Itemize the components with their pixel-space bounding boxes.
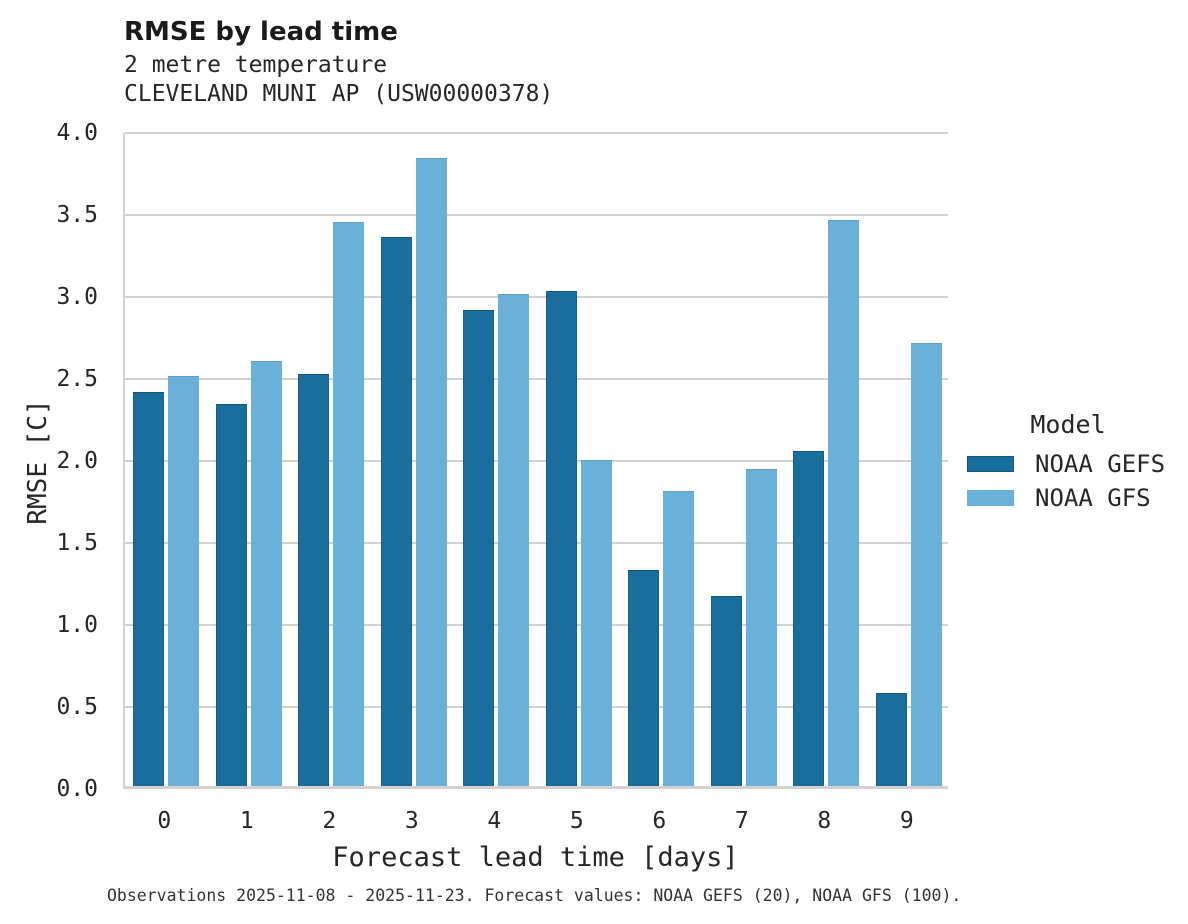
gridline-y-0.5 [125, 706, 948, 708]
x-tick-label-9: 9 [899, 808, 914, 834]
y-tick-label-1.0: 1.0 [56, 612, 98, 638]
x-axis-title: Forecast lead time [days] [332, 842, 739, 873]
legend-entry-noaa-gfs: NOAA GFS [955, 481, 1181, 515]
y-tick-label-2.0: 2.0 [56, 448, 98, 474]
gridline-y-3.5 [125, 214, 948, 216]
bar-noaa-gfs-lead-4 [498, 294, 530, 786]
gridline-y-2.5 [125, 378, 948, 380]
bar-noaa-gfs-lead-7 [745, 469, 777, 786]
legend-title: Model [1030, 410, 1106, 439]
bar-noaa-gfs-lead-0 [168, 376, 200, 786]
legend-label: NOAA GEFS [1035, 450, 1166, 478]
x-tick-label-4: 4 [487, 808, 502, 834]
legend-label: NOAA GFS [1035, 484, 1151, 512]
bar-noaa-gefs-lead-0 [133, 392, 165, 786]
y-tick-label-3.0: 3.0 [56, 284, 98, 310]
bar-noaa-gefs-lead-1 [215, 403, 247, 786]
x-tick-label-2: 2 [322, 808, 337, 834]
gridline-y-1.5 [125, 542, 948, 544]
bar-noaa-gfs-lead-2 [333, 221, 365, 786]
x-tick-label-3: 3 [404, 808, 419, 834]
gridline-y-1.0 [125, 624, 948, 626]
x-axis-tick-labels: 0 1 2 3 4 5 6 7 8 9 [123, 808, 948, 838]
bar-noaa-gfs-lead-6 [663, 490, 695, 786]
bar-noaa-gfs-lead-1 [250, 361, 282, 786]
x-tick-label-6: 6 [652, 808, 667, 834]
plot-area [123, 132, 948, 789]
y-tick-label-1.5: 1.5 [56, 530, 98, 556]
legend-swatch-icon [967, 490, 1014, 506]
y-tick-label-0.5: 0.5 [56, 694, 98, 720]
bar-noaa-gefs-lead-6 [628, 569, 660, 786]
legend: Model NOAA GEFS NOAA GFS [955, 410, 1181, 515]
bar-noaa-gefs-lead-3 [380, 236, 412, 786]
x-tick-label-0: 0 [157, 808, 172, 834]
y-tick-label-4.0: 4.0 [56, 120, 98, 146]
x-tick-label-1: 1 [239, 808, 254, 834]
chart-title: RMSE by lead time [124, 17, 398, 47]
bar-noaa-gfs-lead-3 [415, 157, 447, 786]
x-tick-label-5: 5 [569, 808, 584, 834]
bar-noaa-gfs-lead-8 [828, 220, 860, 786]
bar-noaa-gefs-lead-9 [875, 692, 907, 786]
gridline-y-2.0 [125, 460, 948, 462]
chart-subtitle-station: CLEVELAND MUNI AP (USW00000378) [124, 81, 554, 107]
gridline-y-3.0 [125, 296, 948, 298]
y-tick-label-2.5: 2.5 [56, 366, 98, 392]
bar-noaa-gefs-lead-7 [710, 595, 742, 786]
x-tick-label-8: 8 [817, 808, 832, 834]
bar-noaa-gefs-lead-8 [793, 451, 825, 786]
y-axis-tick-labels: 0.0 0.5 1.0 1.5 2.0 2.5 3.0 3.5 4.0 [0, 120, 98, 802]
footnote: Observations 2025-11-08 - 2025-11-23. Fo… [107, 886, 962, 905]
bar-noaa-gfs-lead-5 [580, 459, 612, 786]
gridline-y-4.0 [125, 132, 948, 134]
y-tick-label-0.0: 0.0 [56, 776, 98, 802]
bar-noaa-gfs-lead-9 [910, 343, 942, 786]
bar-noaa-gefs-lead-4 [463, 310, 495, 786]
chart-subtitle-variable: 2 metre temperature [124, 52, 388, 78]
x-tick-label-7: 7 [734, 808, 749, 834]
legend-entry-noaa-gefs: NOAA GEFS [955, 447, 1181, 481]
y-tick-label-3.5: 3.5 [56, 202, 98, 228]
legend-swatch-icon [967, 456, 1014, 472]
bar-noaa-gefs-lead-5 [545, 290, 577, 786]
bar-noaa-gefs-lead-2 [298, 374, 330, 786]
